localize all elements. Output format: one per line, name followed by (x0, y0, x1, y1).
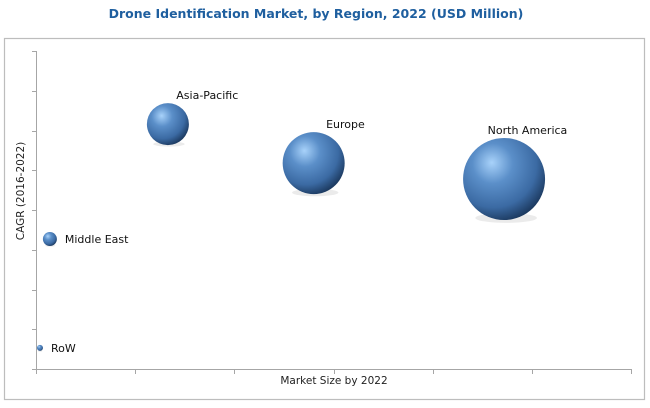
axes (32, 51, 632, 374)
chart-frame (3, 37, 646, 401)
bubble-label: North America (488, 124, 568, 137)
chart-title: Drone Identification Market, by Region, … (109, 6, 524, 21)
bubble-label: Asia-Pacific (176, 89, 238, 102)
y-ticks (32, 51, 37, 370)
bubble-asia-pacific (146, 103, 189, 146)
y-axis-title: CAGR (2016-2022) (15, 142, 27, 241)
bubbles (36, 103, 546, 352)
bubble-middle-east (42, 232, 57, 247)
bubble-row (36, 344, 43, 351)
bubble-europe (282, 132, 345, 195)
bubble-label: Europe (326, 118, 365, 131)
bubble-label: Middle East (65, 233, 129, 246)
bubble-label: RoW (51, 342, 76, 355)
bubble-labels: Asia-Pacific Europe North America Middle Ea… (51, 89, 567, 355)
x-axis-title: Market Size by 2022 (280, 375, 387, 387)
x-ticks (36, 369, 632, 374)
bubble-north-america (463, 137, 546, 220)
